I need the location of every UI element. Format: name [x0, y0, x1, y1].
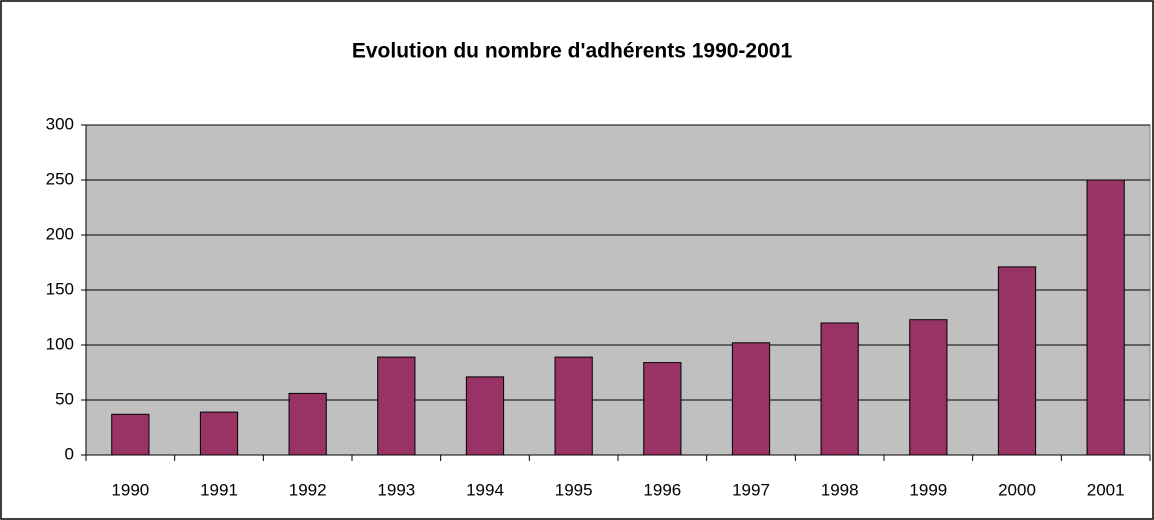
- bar: [643, 362, 682, 456]
- x-tick-label: 1998: [821, 480, 859, 499]
- x-tick-label: 1995: [555, 480, 593, 499]
- bar: [554, 356, 593, 456]
- y-tick-label: 300: [46, 114, 74, 133]
- x-tick-label: 1996: [643, 480, 681, 499]
- bar: [731, 342, 771, 456]
- x-tick-label: 1997: [732, 480, 770, 499]
- x-tick-label: 2001: [1087, 480, 1125, 499]
- y-tick-label: 200: [46, 224, 74, 243]
- chart-title: Evolution du nombre d'adhérents 1990-200…: [352, 40, 793, 63]
- bar: [465, 376, 505, 456]
- bar: [1086, 179, 1125, 456]
- bar: [199, 411, 239, 456]
- y-tick-label: 250: [46, 169, 74, 188]
- y-tick-label: 50: [55, 389, 74, 408]
- bar: [909, 319, 948, 456]
- x-tick-label: 1999: [909, 480, 947, 499]
- bar: [111, 413, 150, 456]
- y-tick-label: 100: [46, 334, 74, 353]
- x-tick-label: 2000: [998, 480, 1036, 499]
- x-tick-label: 1990: [111, 480, 149, 499]
- bar: [288, 392, 327, 456]
- x-tick-label: 1991: [200, 480, 238, 499]
- bar: [997, 266, 1037, 456]
- x-tick-label: 1992: [289, 480, 327, 499]
- x-tick-label: 1993: [377, 480, 415, 499]
- x-tick-label: 1994: [466, 480, 504, 499]
- y-tick-label: 0: [65, 444, 74, 463]
- bar: [377, 356, 416, 456]
- bar: [820, 322, 859, 456]
- y-tick-label: 150: [46, 279, 74, 298]
